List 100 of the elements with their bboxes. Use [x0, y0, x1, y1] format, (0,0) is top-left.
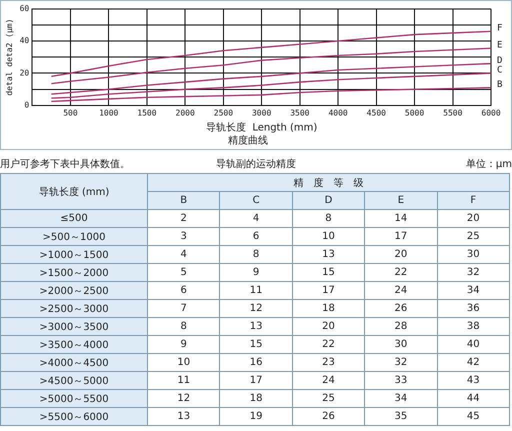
data-label: 45: [437, 408, 510, 426]
data-label: 43: [437, 372, 510, 390]
data-label: 6: [148, 282, 220, 300]
data-label: 15: [292, 264, 365, 282]
data-label: 20: [292, 318, 365, 336]
data-label: 5: [148, 264, 220, 282]
data-label: 32: [437, 264, 510, 282]
data-label: 32: [364, 354, 438, 372]
text: 用户可参考下表中具体数值。: [0, 158, 131, 171]
x-tick-label: 4500: [366, 108, 386, 118]
data-label: 4: [220, 210, 292, 228]
data-label: 17: [292, 282, 365, 300]
data-label: 2: [148, 210, 220, 228]
data-label: 25: [437, 228, 510, 246]
data-label: 28: [364, 318, 438, 336]
x-tick-label: 2000: [176, 108, 195, 118]
data-label: 13: [292, 246, 365, 264]
category-label: >500～1000: [0, 228, 148, 246]
category-label: >5500～6000: [0, 408, 148, 426]
category-label: >2500～3000: [0, 300, 148, 318]
data-label: 10: [148, 354, 220, 372]
data-label: 33: [364, 372, 438, 390]
data-label: 9: [148, 336, 220, 354]
y-tick-label: 0: [24, 100, 30, 110]
data-label: 11: [220, 282, 292, 300]
data-label: 42: [437, 354, 510, 372]
data-label: 44: [437, 390, 510, 408]
data-label: 6: [220, 228, 292, 246]
data-label: 16: [220, 354, 292, 372]
y-tick-label: 20: [20, 68, 30, 78]
data-label: 38: [437, 318, 510, 336]
data-label: 35: [364, 408, 438, 426]
data-label: 13: [220, 318, 292, 336]
x-tick-label: 1500: [137, 108, 157, 118]
text: E: [364, 192, 438, 210]
category-label: >4500～5000: [0, 372, 148, 390]
category-label: >3500～4000: [0, 336, 148, 354]
data-label: 4: [148, 246, 220, 264]
data-label: 13: [148, 408, 220, 426]
category-label: >2000～2500: [0, 282, 148, 300]
series-label: D: [497, 56, 502, 66]
data-label: 12: [148, 390, 220, 408]
text: 导轨副的运动精度: [216, 158, 296, 171]
data-label: 30: [364, 336, 438, 354]
series-label: C: [497, 66, 502, 76]
x-tick-label: 4000: [328, 108, 348, 118]
y-axis-title: detal deta2 (μm): [4, 18, 14, 96]
x-tick-label: 5000: [404, 108, 424, 118]
x-tick-label: 500: [63, 108, 78, 118]
text: 单位：μm: [464, 158, 512, 171]
data-label: 34: [437, 282, 510, 300]
x-tick-label: 6000: [481, 108, 501, 118]
x-tick-label: 5500: [443, 108, 463, 118]
series-label: B: [497, 80, 502, 90]
text: 精度曲线: [228, 134, 268, 147]
data-label: 23: [292, 354, 365, 372]
data-label: 14: [364, 210, 438, 228]
text: D: [292, 192, 365, 210]
data-label: 20: [364, 246, 438, 264]
x-tick-label: 1000: [99, 108, 119, 118]
text: C: [220, 192, 292, 210]
data-label: 20: [437, 210, 510, 228]
data-label: 25: [292, 390, 365, 408]
data-label: 11: [148, 372, 220, 390]
data-label: 7: [148, 300, 220, 318]
data-label: 40: [437, 336, 510, 354]
category-label: >1500～2000: [0, 264, 148, 282]
data-label: 8: [220, 246, 292, 264]
series-label: E: [497, 40, 502, 51]
x-axis-title: 导轨长度 Length (mm): [206, 122, 318, 134]
data-label: 18: [292, 300, 365, 318]
data-label: 24: [292, 372, 365, 390]
category-label: >3000～3500: [0, 318, 148, 336]
category-label: >1000～1500: [0, 246, 148, 264]
data-label: 10: [292, 228, 365, 246]
data-label: 17: [220, 372, 292, 390]
data-label: 22: [292, 336, 365, 354]
category-label: >4000～4500: [0, 354, 148, 372]
x-tick-label: 3000: [252, 108, 272, 118]
data-label: 12: [220, 300, 292, 318]
data-label: 30: [437, 246, 510, 264]
data-label: 8: [292, 210, 365, 228]
text: 导轨长度 (mm): [0, 174, 148, 210]
y-tick-label: 40: [20, 36, 30, 46]
x-tick-label: 3500: [290, 108, 310, 118]
data-label: 26: [364, 300, 438, 318]
data-label: 3: [148, 228, 220, 246]
category-label: ≤500: [0, 210, 148, 228]
series-label: F: [497, 24, 502, 34]
data-label: 22: [364, 264, 438, 282]
data-label: 34: [364, 390, 438, 408]
x-tick-label: 2500: [214, 108, 234, 118]
data-label: 18: [220, 390, 292, 408]
text: F: [437, 192, 510, 210]
legend-title: 精 度 等 级: [148, 174, 510, 192]
data-label: 17: [364, 228, 438, 246]
data-label: 15: [220, 336, 292, 354]
data-label: 9: [220, 264, 292, 282]
y-tick-label: 60: [20, 4, 30, 13]
data-label: 24: [364, 282, 438, 300]
